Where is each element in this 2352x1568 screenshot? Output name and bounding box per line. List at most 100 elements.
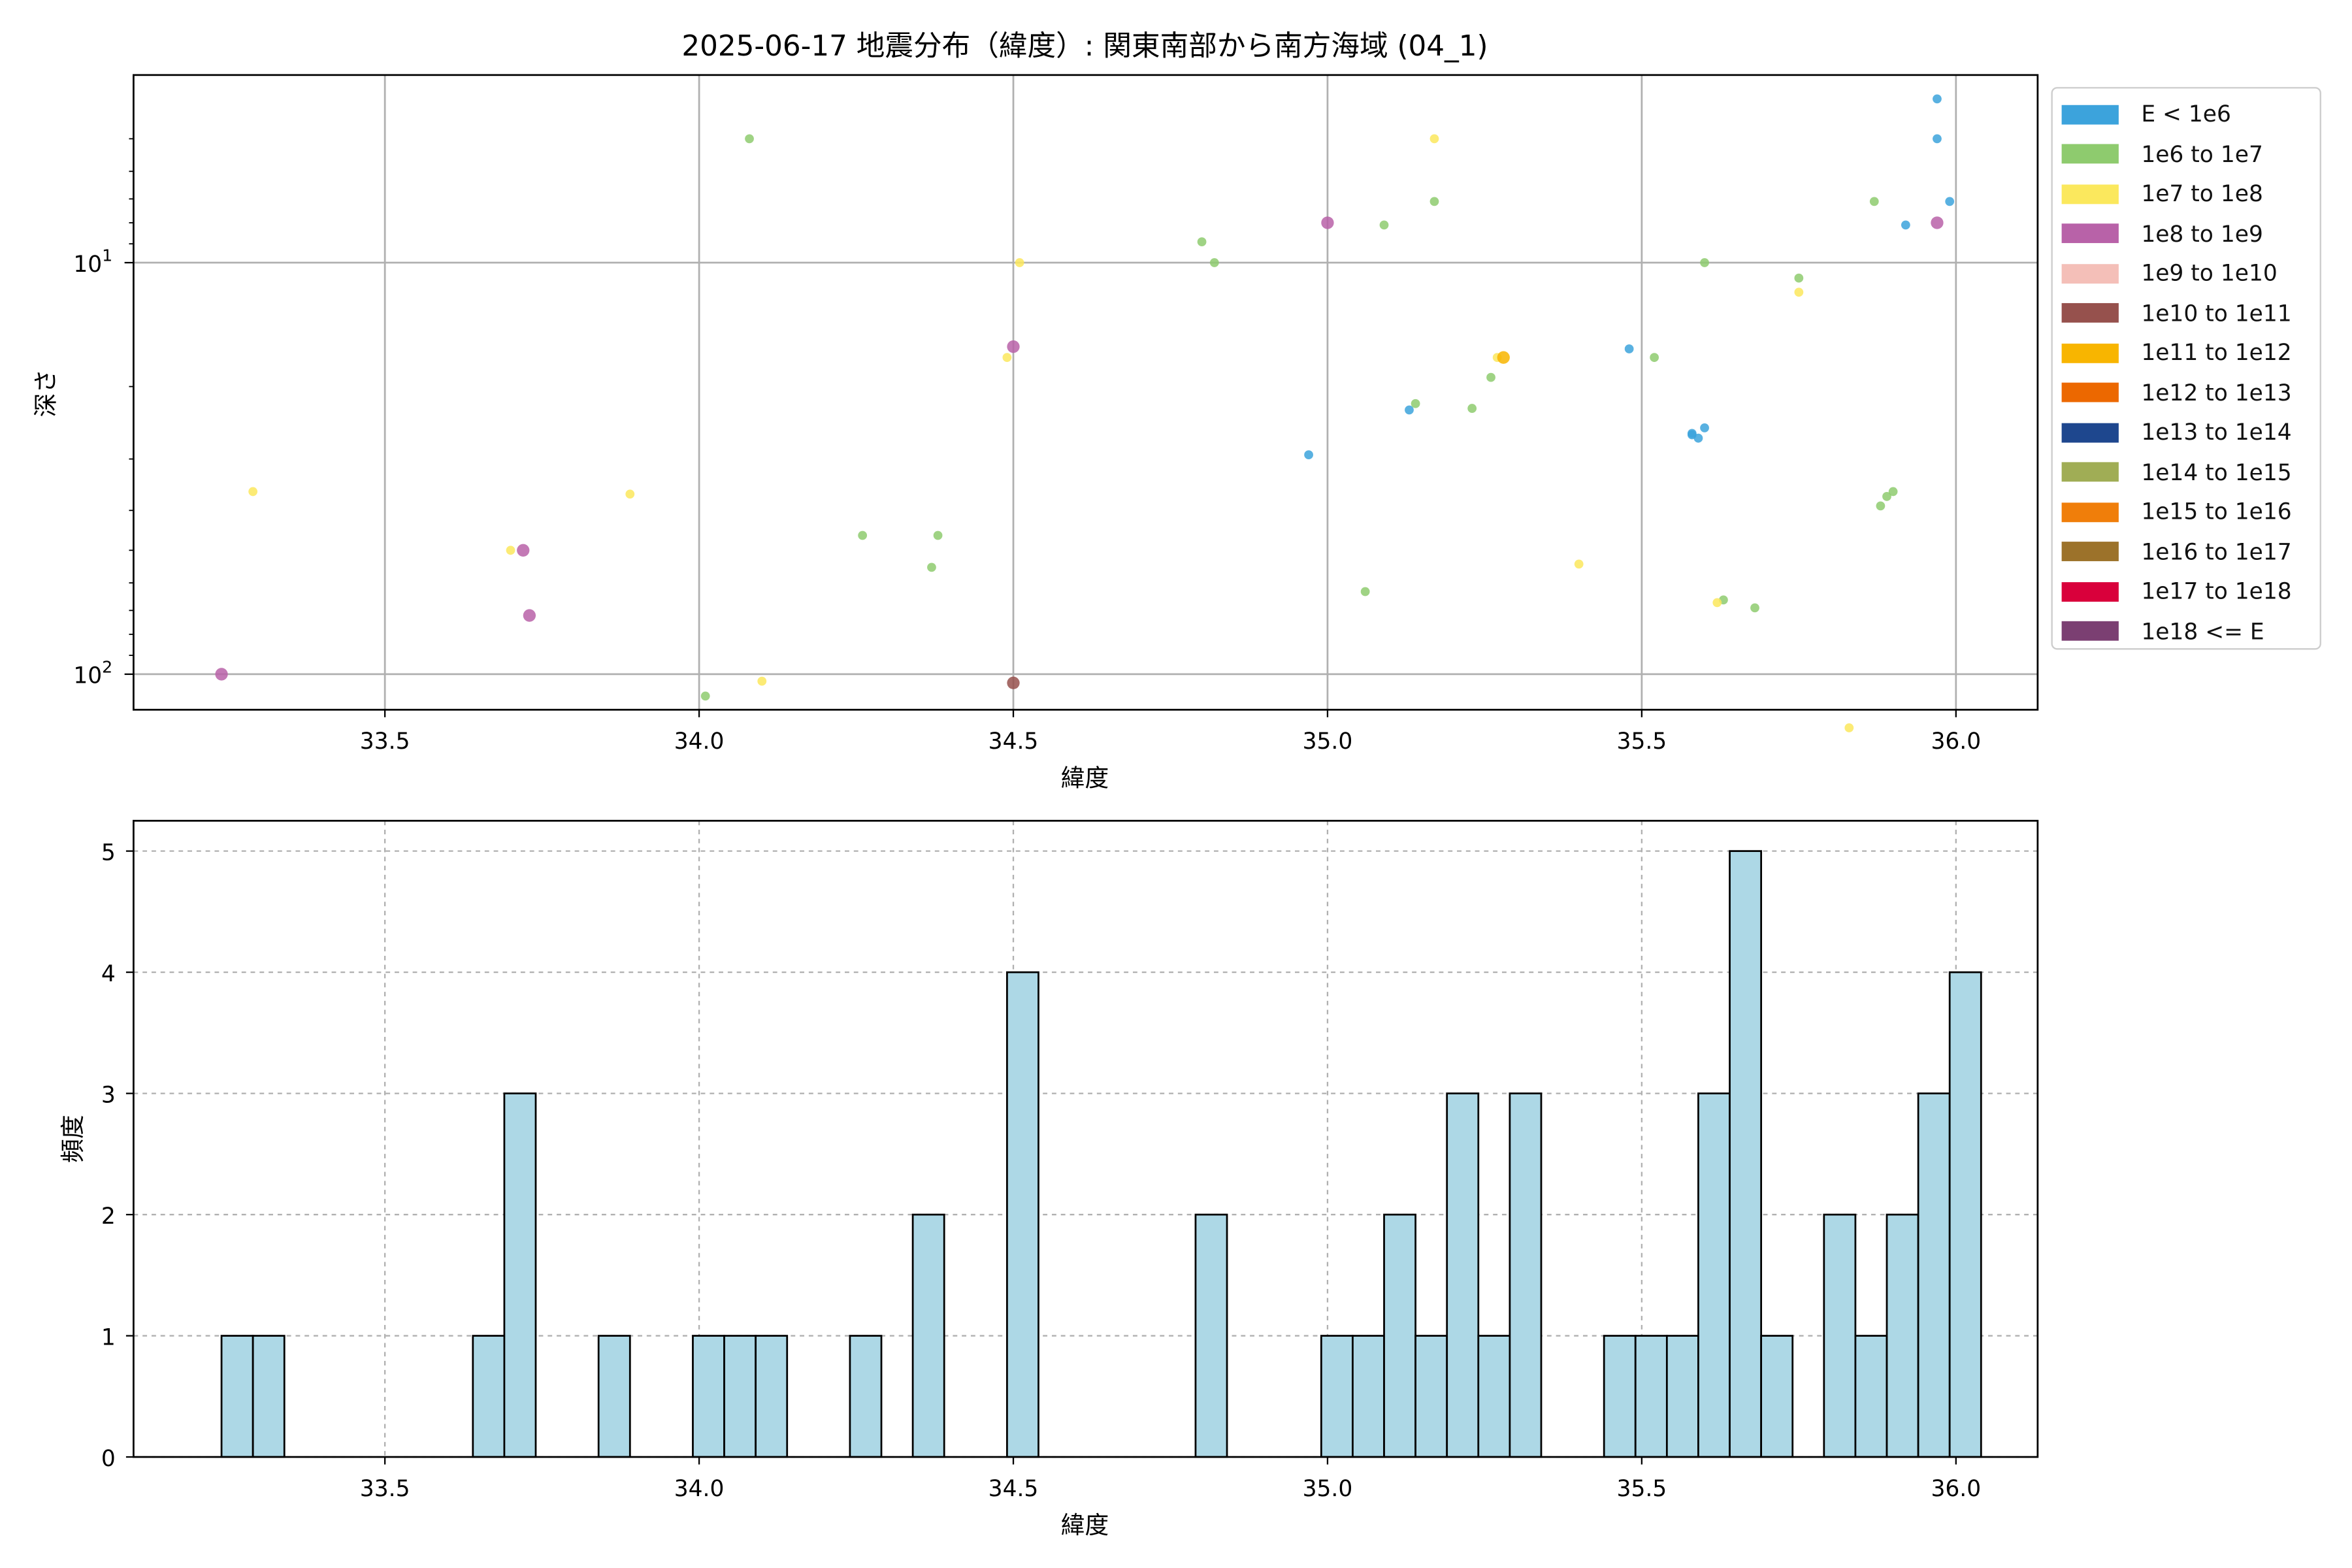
histogram-bar (849, 1335, 883, 1458)
legend-label: 1e14 to 1e15 (2141, 459, 2292, 486)
histogram-y-tick-label: 0 (101, 1446, 116, 1472)
legend-label: 1e9 to 1e10 (2141, 259, 2278, 287)
legend-swatch (2061, 383, 2119, 403)
scatter-y-tick-label: 101 (73, 246, 112, 278)
legend-label: 1e13 to 1e14 (2141, 419, 2292, 446)
scatter-point (1844, 723, 1854, 732)
legend-label: 1e17 to 1e18 (2141, 578, 2292, 606)
legend-label: E < 1e6 (2141, 101, 2231, 128)
scatter-x-axis-label: 緯度 (1061, 764, 1109, 792)
scatter-x-tick-label: 33.5 (360, 728, 410, 755)
legend-item: 1e8 to 1e9 (2061, 214, 2311, 253)
legend-item: 1e10 to 1e11 (2061, 293, 2311, 333)
scatter-x-tick-label: 36.0 (1931, 728, 1981, 755)
histogram-bar (1006, 971, 1039, 1458)
scatter-point (1794, 287, 1804, 297)
scatter-point (858, 531, 868, 540)
histogram-bar (1414, 1335, 1448, 1458)
legend-swatch (2061, 303, 2119, 323)
legend-swatch (2061, 542, 2119, 562)
scatter-point (1467, 404, 1477, 413)
scatter-point (1933, 134, 1942, 144)
histogram-bar (1352, 1335, 1385, 1458)
legend-swatch (2061, 621, 2119, 642)
histogram-bar (1729, 850, 1763, 1458)
legend-item: 1e9 to 1e10 (2061, 253, 2311, 293)
scatter-x-tick-label: 34.5 (988, 728, 1039, 755)
legend-swatch (2061, 223, 2119, 244)
scatter-point (1700, 258, 1709, 267)
histogram-y-axis-label: 頻度 (59, 1115, 87, 1162)
histogram-x-axis-label: 緯度 (1061, 1511, 1109, 1539)
scatter-point (625, 489, 635, 499)
scatter-point (1304, 450, 1313, 459)
legend-item: 1e6 to 1e7 (2061, 135, 2311, 174)
scatter-point (1876, 501, 1886, 511)
histogram-bar (1948, 971, 1982, 1458)
legend-item: 1e16 to 1e17 (2061, 532, 2311, 572)
scatter-point (1574, 559, 1584, 569)
scatter-x-tick-label: 35.5 (1617, 728, 1667, 755)
histogram-x-tick-label: 33.5 (360, 1476, 410, 1502)
scatter-point (1007, 340, 1020, 353)
legend-label: 1e11 to 1e12 (2141, 339, 2292, 367)
legend-swatch (2061, 263, 2119, 284)
histogram-bar (911, 1213, 945, 1458)
scatter-point (1700, 423, 1709, 433)
histogram-bar (503, 1092, 537, 1458)
scatter-point (927, 563, 936, 572)
legend-item: 1e17 to 1e18 (2061, 572, 2311, 612)
scatter-point (506, 546, 515, 555)
legend-item: 1e15 to 1e16 (2061, 492, 2311, 532)
legend-label: 1e18 <= E (2141, 617, 2264, 645)
histogram-bar (1886, 1213, 1919, 1458)
histogram-y-tick-label: 3 (101, 1082, 116, 1108)
scatter-point (1007, 676, 1020, 689)
scatter-point (215, 668, 228, 681)
legend-label: 1e8 to 1e9 (2141, 220, 2263, 248)
scatter-point (1486, 372, 1495, 382)
legend-item: 1e7 to 1e8 (2061, 174, 2311, 214)
histogram-bar (1760, 1335, 1794, 1458)
histogram-bar (1446, 1092, 1480, 1458)
scatter-point (1429, 197, 1439, 206)
scatter-point (1429, 134, 1439, 144)
legend-swatch (2061, 184, 2119, 204)
scatter-point (1411, 399, 1420, 408)
scatter-point (1497, 351, 1510, 364)
legend-label: 1e16 to 1e17 (2141, 538, 2292, 566)
histogram-y-tick-label: 5 (101, 840, 116, 866)
histogram-x-tick-label: 34.5 (988, 1476, 1039, 1502)
scatter-point (1379, 220, 1389, 230)
scatter-point (933, 531, 943, 540)
legend-swatch (2061, 423, 2119, 442)
histogram-x-tick-label: 36.0 (1931, 1476, 1981, 1502)
scatter-point (700, 691, 710, 701)
histogram-x-tick-label: 34.0 (674, 1476, 725, 1502)
histogram-bar (692, 1335, 725, 1458)
histogram-bar (252, 1335, 286, 1458)
histogram-bar (597, 1335, 631, 1458)
scatter-point (1931, 216, 1944, 229)
scatter-point (745, 134, 754, 144)
scatter-point (1888, 487, 1898, 497)
scatter-point (1901, 220, 1910, 230)
scatter-point (248, 487, 258, 497)
histogram-bar (1194, 1213, 1228, 1458)
histogram-bar (220, 1335, 254, 1458)
histogram-bar (1383, 1213, 1416, 1458)
scatter-point (1750, 603, 1759, 613)
histogram-bar (723, 1335, 757, 1458)
scatter-point (1945, 197, 1955, 206)
scatter-x-tick-label: 35.0 (1303, 728, 1353, 755)
legend-swatch (2061, 581, 2119, 602)
histogram-bar (1634, 1335, 1668, 1458)
scatter-point (1197, 237, 1207, 247)
legend-item: 1e14 to 1e15 (2061, 452, 2311, 492)
scatter-point (517, 544, 530, 557)
legend: E < 1e6 1e6 to 1e7 1e7 to 1e8 1e8 to 1e9 1e9… (2051, 87, 2321, 650)
histogram-bar (1665, 1335, 1699, 1458)
legend-item: 1e11 to 1e12 (2061, 333, 2311, 373)
histogram-panel: 33.5 34.0 34.5 35.0 35.5 36.0 0 1 2 3 4 5 緯度 頻度 (59, 819, 2039, 1539)
histogram-bar (472, 1335, 506, 1458)
